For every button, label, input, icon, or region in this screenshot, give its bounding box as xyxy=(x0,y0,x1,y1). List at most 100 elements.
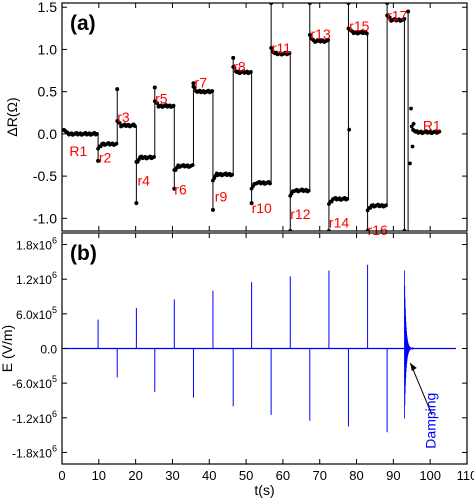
panel-a: R1 r2 r3 r4 r5 r6 r7 r9 r8 r10 r11 r12 r13 r14 r15 r16 r… xyxy=(4,0,468,238)
level-point xyxy=(171,103,176,108)
level-label: r16 xyxy=(368,222,388,238)
overshoot-point xyxy=(249,201,254,206)
level-point xyxy=(402,16,407,21)
level-point xyxy=(269,46,274,50)
overshoot-point xyxy=(210,207,215,212)
panel-a-frame xyxy=(61,2,468,232)
level-label: r5 xyxy=(155,90,168,106)
y-tick-mantissa: 1.2x10 xyxy=(16,273,52,287)
damping-arrow xyxy=(409,362,433,416)
level-label: r7 xyxy=(195,74,208,90)
y-tick-label: 0.5 xyxy=(38,84,58,100)
x-tick-label: 20 xyxy=(128,468,142,483)
x-tick-label: 10 xyxy=(92,468,106,483)
settling-point xyxy=(409,106,413,111)
level-point xyxy=(268,181,272,186)
x-tick-label: 70 xyxy=(312,468,326,483)
y-tick-label: -1.8x106 xyxy=(12,443,57,460)
settling-point xyxy=(410,144,415,149)
x-tick-label: 40 xyxy=(202,468,216,483)
level-label: r13 xyxy=(311,26,331,42)
level-point xyxy=(248,70,253,74)
level-label: r3 xyxy=(117,109,130,125)
level-point xyxy=(409,124,414,129)
panel-label: (a) xyxy=(70,12,96,35)
level-label: r6 xyxy=(174,182,187,198)
x-tick-label: 30 xyxy=(165,468,179,483)
level-label: r17 xyxy=(387,8,407,24)
y-tick-exponent: 6 xyxy=(52,270,57,280)
x-axis-title: t(s) xyxy=(254,482,274,498)
y-tick-label: 1.5 xyxy=(38,0,58,15)
level-label: r2 xyxy=(99,150,112,166)
panel-label: (b) xyxy=(70,242,97,265)
level-label: R1 xyxy=(423,117,441,133)
y-axis-title: E (V/m) xyxy=(0,325,15,372)
overshoot-point xyxy=(134,201,139,206)
damping-oscillation xyxy=(404,270,414,419)
overshoot-point xyxy=(406,9,411,14)
y-tick-mantissa: -1.2x10 xyxy=(12,412,52,426)
level-point xyxy=(117,121,122,125)
level-point xyxy=(152,154,156,159)
y-tick-label: -6.0x105 xyxy=(12,374,57,391)
level-point xyxy=(326,38,331,42)
level-label: R1 xyxy=(69,143,87,159)
level-point xyxy=(232,65,237,70)
x-tick-label: 110 xyxy=(457,468,474,483)
y-tick-exponent: 6 xyxy=(52,443,57,453)
y-tick-exponent: 5 xyxy=(52,374,57,384)
y-tick-mantissa: 6.0x10 xyxy=(16,308,52,322)
damping-label: Damping xyxy=(423,393,439,449)
level-label: r15 xyxy=(349,18,369,34)
x-tick-label: 90 xyxy=(386,468,400,483)
y-tick-exponent: 6 xyxy=(52,236,57,246)
level-point xyxy=(190,163,195,167)
y-tick-label: 1.0 xyxy=(38,41,58,57)
level-point xyxy=(114,141,119,146)
level-label: r10 xyxy=(252,200,272,216)
level-point xyxy=(345,197,350,201)
x-tick-label: 100 xyxy=(419,468,441,483)
y-tick-mantissa: -1.8x10 xyxy=(12,446,52,460)
level-label: r9 xyxy=(215,188,228,204)
level-label: r11 xyxy=(272,40,291,56)
y-tick-label: -0.5 xyxy=(33,168,57,184)
overshoot-point xyxy=(96,158,101,163)
x-tick-label: 0 xyxy=(58,468,65,483)
level-point xyxy=(95,131,99,136)
panel-a-data xyxy=(62,3,442,231)
y-tick-label: 0.0 xyxy=(40,343,57,357)
y-tick-mantissa: 0.0 xyxy=(40,343,57,357)
damping-arrowhead xyxy=(410,362,417,371)
level-point xyxy=(437,129,442,134)
y-tick-label: 1.2x106 xyxy=(16,270,57,287)
overshoot-point xyxy=(115,87,120,92)
overshoot-point xyxy=(152,85,157,90)
y-tick-exponent: 6 xyxy=(52,409,57,419)
settling-point xyxy=(408,161,412,166)
x-tick-label: 50 xyxy=(239,468,253,483)
y-tick-mantissa: 1.8x10 xyxy=(16,239,52,253)
level-label: r8 xyxy=(233,58,246,74)
x-tick-label: 80 xyxy=(349,468,363,483)
level-point xyxy=(155,101,160,106)
y-tick-label: -1.2x106 xyxy=(12,409,57,426)
level-point xyxy=(192,85,197,90)
panel-b-data xyxy=(63,264,456,433)
level-point xyxy=(306,188,311,193)
level-point xyxy=(230,172,235,177)
y-tick-label: 0.0 xyxy=(38,126,58,142)
level-label: r4 xyxy=(137,172,150,188)
level-point xyxy=(287,51,292,55)
level-point xyxy=(387,15,392,20)
level-label: r12 xyxy=(290,206,310,222)
overshoot-point xyxy=(172,186,177,191)
level-point xyxy=(307,33,312,37)
y-tick-exponent: 5 xyxy=(52,305,57,315)
level-point xyxy=(133,124,137,129)
x-tick-label: 60 xyxy=(276,468,290,483)
overshoot-point xyxy=(191,81,196,86)
